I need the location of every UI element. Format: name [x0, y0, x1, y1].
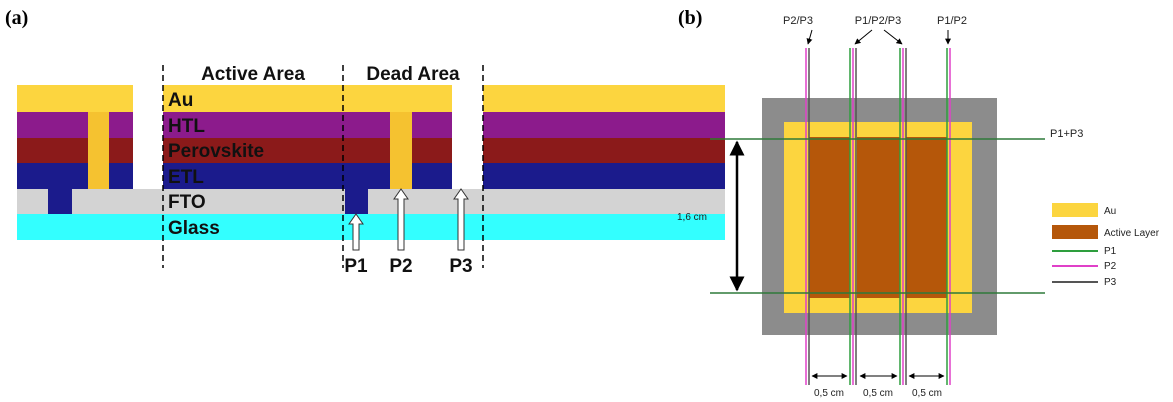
scribe-label: P3 [449, 256, 472, 277]
fto-layer [17, 189, 725, 214]
panel-b: (b) P2/P3 P1/P2/P3 P1/P2 P1+P3 1,6 cm 0,… [677, 7, 1160, 399]
height-label: 1,6 cm [677, 212, 707, 223]
active-cell [906, 137, 947, 298]
layer-label: HTL [168, 116, 205, 137]
top-label: P2/P3 [783, 15, 813, 27]
pointer [884, 30, 902, 44]
active-cell [809, 137, 850, 298]
scribe-gap [452, 85, 483, 189]
p2-fill [390, 112, 412, 189]
perovskite-layer [17, 138, 725, 163]
legend-label: P3 [1104, 277, 1117, 288]
pointer [808, 30, 812, 44]
layer-label: Perovskite [168, 141, 264, 162]
legend-label: Active Layer [1104, 228, 1160, 239]
pointer [855, 30, 872, 44]
panel-label: (b) [678, 7, 702, 29]
region-label: Dead Area [366, 64, 460, 85]
legend-label: Au [1104, 206, 1116, 217]
region-label: Active Area [201, 64, 305, 85]
etl-layer [17, 163, 725, 189]
figure: (a) Active Area Dead Area Au HTL Perovsk… [0, 0, 1173, 402]
au-layer [17, 85, 725, 112]
panel-a: (a) Active Area Dead Area Au HTL Perovsk… [5, 7, 725, 277]
layer-label: Glass [168, 218, 220, 239]
width-label: 0,5 cm [814, 388, 844, 399]
layer-label: FTO [168, 192, 206, 213]
p1-fill [345, 189, 368, 214]
active-cell [857, 137, 900, 298]
scribe-gap [133, 85, 163, 189]
side-label: P1+P3 [1050, 128, 1083, 140]
scribe-label: P2 [389, 256, 412, 277]
top-label: P1/P2 [937, 15, 967, 27]
width-label: 0,5 cm [912, 388, 942, 399]
layer-label: ETL [168, 167, 204, 188]
legend-label: P2 [1104, 261, 1117, 272]
legend-swatch [1052, 203, 1098, 217]
legend-swatch [1052, 225, 1098, 239]
top-label: P1/P2/P3 [855, 15, 901, 27]
width-label: 0,5 cm [863, 388, 893, 399]
legend-label: P1 [1104, 246, 1117, 257]
glass-layer [17, 214, 725, 240]
p1-fill [48, 189, 72, 214]
p2-fill [88, 112, 109, 189]
layer-label: Au [168, 90, 193, 111]
panel-label: (a) [5, 7, 28, 29]
htl-layer [17, 112, 725, 138]
scribe-label: P1 [344, 256, 368, 277]
